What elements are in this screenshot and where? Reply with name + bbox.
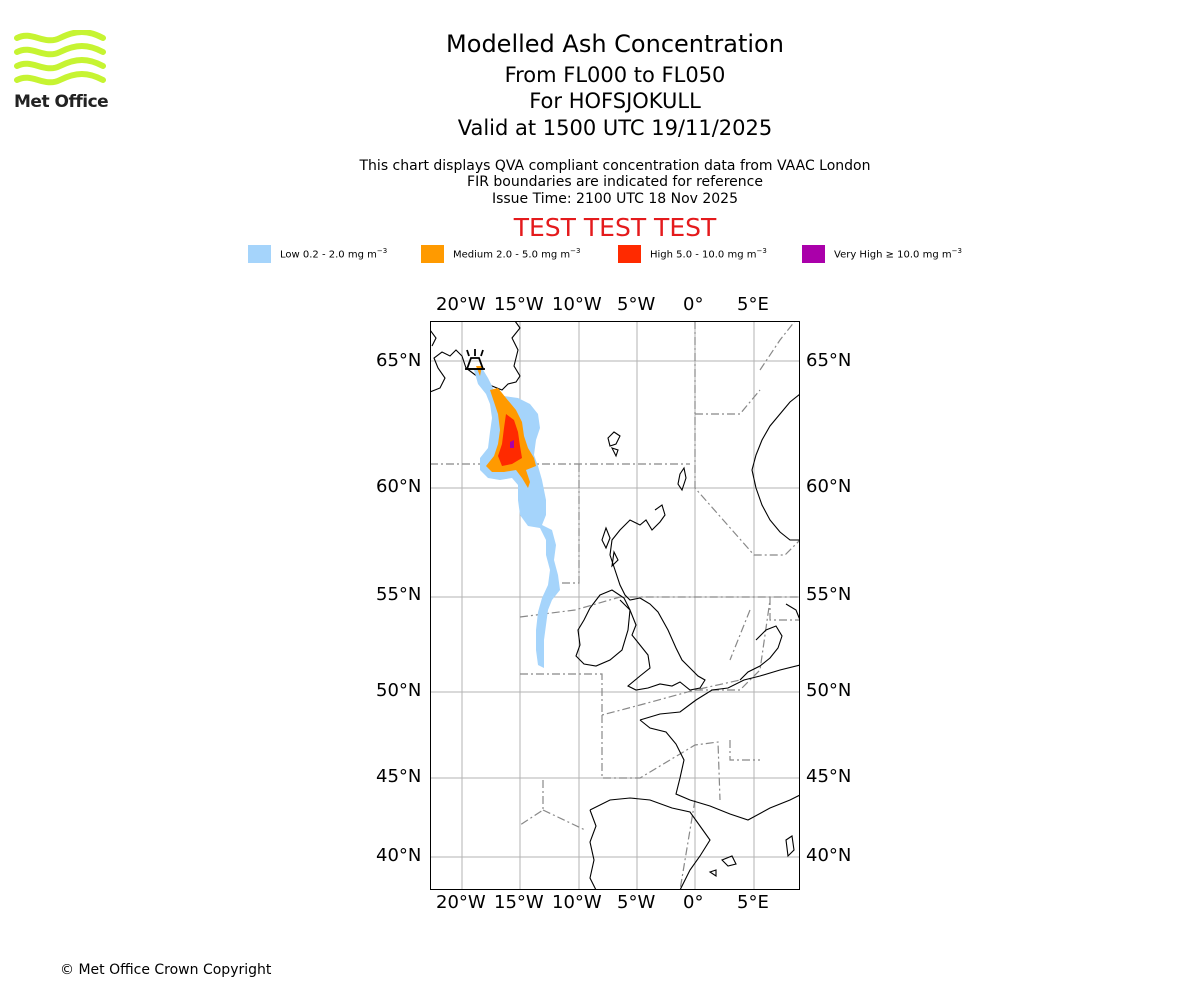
volcano-name: For HOFSJOKULL (529, 89, 701, 113)
legend-item-high: High 5.0 - 10.0 mg m−3 (618, 244, 767, 263)
lat-label-left-65n: 65°N (376, 350, 422, 371)
ash-high-region (498, 414, 522, 466)
map-frame (430, 321, 800, 890)
legend-swatch-very-high (802, 244, 825, 263)
lat-label-left-40n: 40°N (376, 845, 422, 866)
graticule (430, 321, 800, 890)
lon-label-bottom-20w: 20°W (436, 892, 486, 913)
met-office-wordmark: Met Office (14, 92, 109, 112)
lat-label-left-60n: 60°N (376, 476, 422, 497)
lon-label-bottom-15w: 15°W (494, 892, 544, 913)
legend-label-low: Low 0.2 - 2.0 mg m−3 (280, 246, 388, 261)
legend-swatch-low (248, 244, 271, 263)
lon-label-top-5w: 5°W (617, 294, 656, 315)
lon-label-top-0: 0° (683, 294, 704, 315)
lat-label-right-60n: 60°N (806, 476, 852, 497)
volcano-icon (465, 349, 485, 370)
legend-item-low: Low 0.2 - 2.0 mg m−3 (248, 244, 387, 263)
met-office-waves-icon (14, 29, 106, 86)
fir-boundaries (430, 321, 800, 890)
legend-swatch-high (618, 244, 641, 263)
lat-label-right-55n: 55°N (806, 584, 852, 605)
met-office-logo (14, 29, 106, 90)
ash-low-region (474, 368, 560, 668)
valid-time: Valid at 1500 UTC 19/11/2025 (457, 116, 773, 140)
lon-label-bottom-10w: 10°W (552, 892, 602, 913)
lat-label-right-65n: 65°N (806, 350, 852, 371)
lon-label-top-10w: 10°W (552, 294, 602, 315)
lon-label-top-15w: 15°W (494, 294, 544, 315)
lon-label-bottom-5w: 5°W (617, 892, 656, 913)
lon-label-top-5e: 5°E (737, 294, 769, 315)
chart-title: Modelled Ash Concentration (446, 30, 784, 58)
legend-swatch-medium (421, 244, 444, 263)
legend-item-very-high: Very High ≥ 10.0 mg m−3 (802, 244, 962, 263)
lon-label-bottom-5e: 5°E (737, 892, 769, 913)
copyright-notice: © Met Office Crown Copyright (60, 962, 272, 978)
flight-level-range: From FL000 to FL050 (504, 63, 726, 87)
subtitle-description: This chart displays QVA compliant concen… (359, 158, 871, 174)
lat-label-left-45n: 45°N (376, 766, 422, 787)
lat-label-right-50n: 50°N (806, 680, 852, 701)
lon-label-bottom-0: 0° (683, 892, 704, 913)
issue-time: Issue Time: 2100 UTC 18 Nov 2025 (491, 191, 739, 207)
subtitle-fir-note: FIR boundaries are indicated for referen… (467, 174, 763, 190)
legend-item-medium: Medium 2.0 - 5.0 mg m−3 (421, 244, 580, 263)
lat-label-right-40n: 40°N (806, 845, 852, 866)
test-banner: TEST TEST TEST (513, 213, 717, 242)
ash-very-high-spot (510, 440, 514, 448)
lat-label-right-45n: 45°N (806, 766, 852, 787)
legend-label-very-high: Very High ≥ 10.0 mg m−3 (834, 246, 962, 261)
ash-map (430, 321, 800, 890)
lon-label-top-20w: 20°W (436, 294, 486, 315)
legend-label-high: High 5.0 - 10.0 mg m−3 (650, 246, 767, 261)
lat-label-left-55n: 55°N (376, 584, 422, 605)
lat-label-left-50n: 50°N (376, 680, 422, 701)
legend-label-medium: Medium 2.0 - 5.0 mg m−3 (453, 246, 581, 261)
